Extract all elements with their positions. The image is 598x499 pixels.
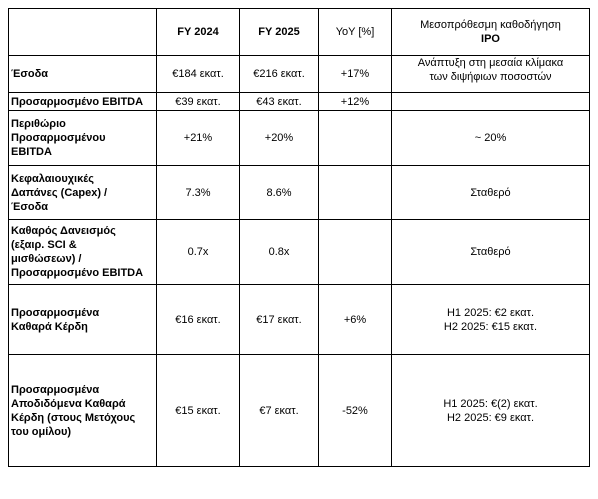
guidance-line: Σταθερό bbox=[470, 246, 511, 258]
metric-line: Αποδιδόμενα Καθαρά bbox=[11, 397, 126, 410]
metric-line: του ομίλου) bbox=[11, 425, 72, 438]
guidance-line: H1 2025: €(2) εκατ. bbox=[443, 397, 538, 410]
yoy-cell bbox=[318, 110, 392, 166]
fy2024-cell: €15 εκατ. bbox=[156, 354, 240, 467]
metric-cell: Καθαρός Δανεισμός (εξαιρ. SCI & μισθώσεων)… bbox=[8, 219, 157, 285]
fy2025-cell: €43 εκατ. bbox=[239, 92, 319, 111]
guidance-line: H2 2025: €9 εκατ. bbox=[446, 411, 535, 424]
financial-summary-table: FY 2024 FY 2025 YoY [%] Μεσοπρόθεσμη καθ… bbox=[8, 8, 590, 467]
metric-line: Καθαρά Κέρδη bbox=[11, 320, 88, 333]
yoy-cell bbox=[318, 219, 392, 285]
metric-line: Έσοδα bbox=[11, 200, 49, 213]
header-fy2024: FY 2024 bbox=[156, 8, 240, 56]
guidance-line: Σταθερό bbox=[470, 186, 511, 199]
fy2025-cell: €216 εκατ. bbox=[239, 55, 319, 93]
metric-line: Προσαρμοσμένο EBITDA bbox=[11, 95, 144, 108]
metric-line: Έσοδα bbox=[11, 68, 49, 80]
guidance-line: H2 2025: €15 εκατ. bbox=[443, 320, 538, 333]
fy2024-cell: 7.3% bbox=[156, 165, 240, 220]
guidance-cell bbox=[391, 92, 590, 111]
metric-line: Περιθώριο bbox=[11, 118, 66, 130]
guidance-cell: Σταθερό bbox=[391, 165, 590, 220]
metric-line: Κέρδη (στους Μετόχους bbox=[11, 411, 136, 424]
table-row: Κεφαλαιουχικές Δαπάνες (Capex) / Έσοδα 7.3%… bbox=[8, 165, 590, 220]
yoy-cell: +6% bbox=[318, 284, 392, 355]
metric-line: Προσαρμοσμένα bbox=[11, 383, 100, 396]
guidance-cell: Σταθερό bbox=[391, 219, 590, 285]
guidance-line: ~ 20% bbox=[474, 132, 507, 144]
table-row: Προσαρμοσμένα Αποδιδόμενα Καθαρά Κέρδη (στ… bbox=[8, 354, 590, 467]
guidance-line: H1 2025: €2 εκατ. bbox=[446, 306, 535, 319]
table-row: Καθαρός Δανεισμός (εξαιρ. SCI & μισθώσεων)… bbox=[8, 219, 590, 285]
guidance-cell: H1 2025: €2 εκατ. H2 2025: €15 εκατ. bbox=[391, 284, 590, 355]
fy2024-cell: €184 εκατ. bbox=[156, 55, 240, 93]
header-guidance-line2: IPO bbox=[481, 33, 500, 45]
metric-line: Προσαρμοσμένου bbox=[11, 132, 106, 144]
metric-cell: Προσαρμοσμένα Αποδιδόμενα Καθαρά Κέρδη (στ… bbox=[8, 354, 157, 467]
metric-cell: Κεφαλαιουχικές Δαπάνες (Capex) / Έσοδα bbox=[8, 165, 157, 220]
guidance-line: των διψήφιων ποσοστών bbox=[429, 71, 552, 83]
metric-cell: Προσαρμοσμένα Καθαρά Κέρδη bbox=[8, 284, 157, 355]
metric-cell: Περιθώριο Προσαρμοσμένου EBITDA bbox=[8, 110, 157, 166]
guidance-cell: ~ 20% bbox=[391, 110, 590, 166]
metric-line: Δαπάνες (Capex) / bbox=[11, 186, 108, 199]
metric-line: Προσαρμοσμένα bbox=[11, 306, 100, 319]
table-row: Έσοδα €184 εκατ. €216 εκατ. +17% Ανάπτυξη στ… bbox=[8, 55, 590, 93]
yoy-cell: -52% bbox=[318, 354, 392, 467]
fy2025-cell: €17 εκατ. bbox=[239, 284, 319, 355]
yoy-cell bbox=[318, 165, 392, 220]
yoy-cell: +12% bbox=[318, 92, 392, 111]
metric-line: EBITDA bbox=[11, 146, 52, 158]
guidance-cell: H1 2025: €(2) εκατ. H2 2025: €9 εκατ. bbox=[391, 354, 590, 467]
metric-line: (εξαιρ. SCI & bbox=[11, 239, 77, 251]
header-guidance: Μεσοπρόθεσμη καθοδήγηση IPO bbox=[391, 8, 590, 56]
table-row: Προσαρμοσμένο EBITDA €39 εκατ. €43 εκατ. +1… bbox=[8, 92, 590, 111]
header-yoy: YoY [%] bbox=[318, 8, 392, 56]
fy2025-cell: 0.8x bbox=[239, 219, 319, 285]
metric-cell: Έσοδα bbox=[8, 55, 157, 93]
table-body: Έσοδα €184 εκατ. €216 εκατ. +17% Ανάπτυξη στ… bbox=[8, 55, 590, 467]
metric-line: Κεφαλαιουχικές bbox=[11, 172, 94, 185]
guidance-cell: Ανάπτυξη στη μεσαία κλίμακα των διψήφιων … bbox=[391, 55, 590, 93]
fy2025-cell: 8.6% bbox=[239, 165, 319, 220]
header-fy2025: FY 2025 bbox=[239, 8, 319, 56]
header-guidance-line1: Μεσοπρόθεσμη καθοδήγηση bbox=[420, 19, 561, 31]
fy2025-cell: €7 εκατ. bbox=[239, 354, 319, 467]
header-row: FY 2024 FY 2025 YoY [%] Μεσοπρόθεσμη καθ… bbox=[8, 8, 590, 56]
metric-line: μισθώσεων) / bbox=[11, 253, 82, 265]
yoy-cell: +17% bbox=[318, 55, 392, 93]
fy2024-cell: €39 εκατ. bbox=[156, 92, 240, 111]
metric-line: Προσαρμοσμένο EBITDA bbox=[11, 267, 144, 279]
table-row: Προσαρμοσμένα Καθαρά Κέρδη €16 εκατ. €17 εκ… bbox=[8, 284, 590, 355]
fy2024-cell: 0.7x bbox=[156, 219, 240, 285]
fy2024-cell: +21% bbox=[156, 110, 240, 166]
header-metric bbox=[8, 8, 157, 56]
metric-cell: Προσαρμοσμένο EBITDA bbox=[8, 92, 157, 111]
metric-line: Καθαρός Δανεισμός bbox=[11, 225, 116, 237]
fy2025-cell: +20% bbox=[239, 110, 319, 166]
guidance-line: Ανάπτυξη στη μεσαία κλίμακα bbox=[417, 57, 564, 69]
fy2024-cell: €16 εκατ. bbox=[156, 284, 240, 355]
table-row: Περιθώριο Προσαρμοσμένου EBITDA +21% +20% ~ 2… bbox=[8, 110, 590, 166]
